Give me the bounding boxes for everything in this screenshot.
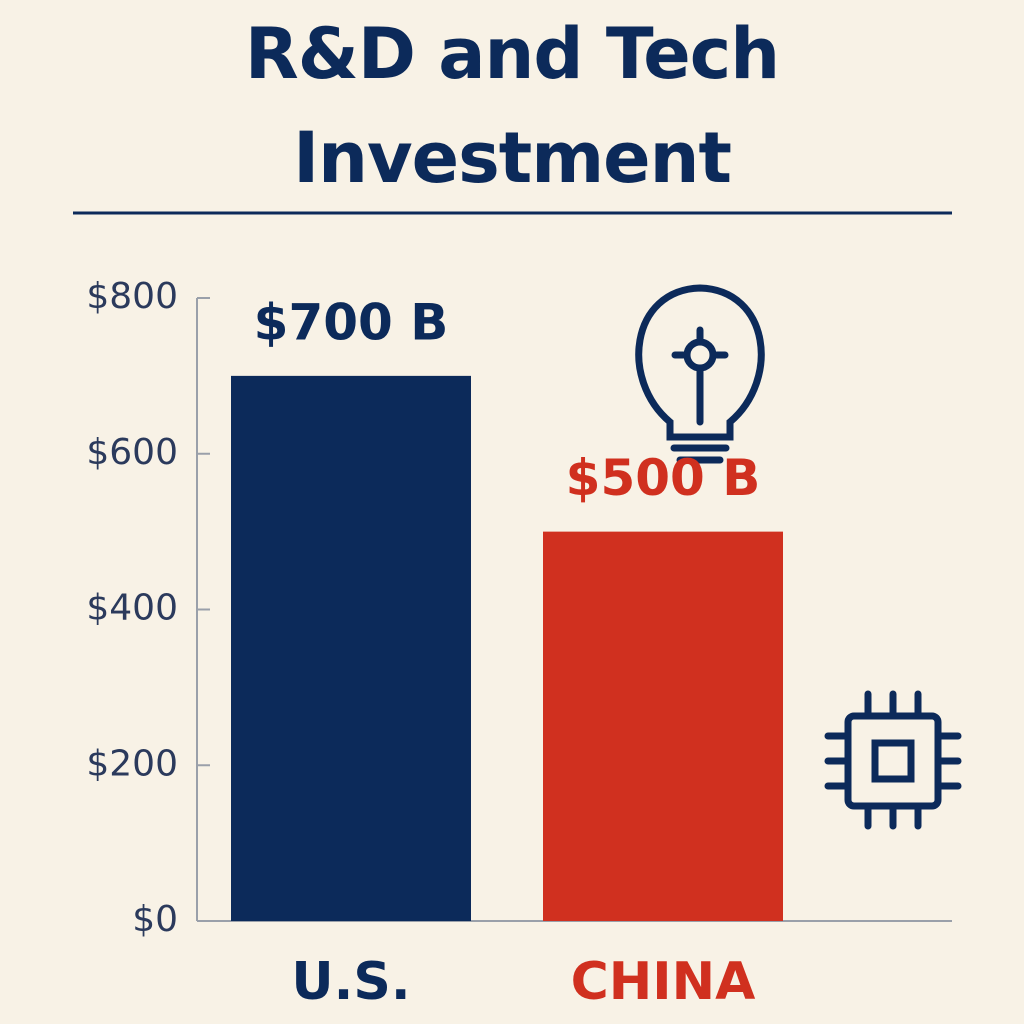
y-tick-label: $0 <box>132 899 178 940</box>
value-label: $700 B <box>254 293 449 351</box>
bar <box>543 531 783 921</box>
value-label: $500 B <box>566 449 761 507</box>
chart-title: R&D and Tech Investment <box>244 13 780 199</box>
y-tick-label: $200 <box>86 743 178 784</box>
bulb-icon <box>635 284 765 464</box>
y-tick-label: $800 <box>86 276 178 317</box>
y-tick-label: $400 <box>86 588 178 629</box>
bar <box>231 375 471 921</box>
y-tick-label: $600 <box>86 432 178 473</box>
chip-icon <box>824 690 962 830</box>
x-tick-label: CHINA <box>571 952 756 1012</box>
x-tick-label: U.S. <box>291 952 410 1012</box>
